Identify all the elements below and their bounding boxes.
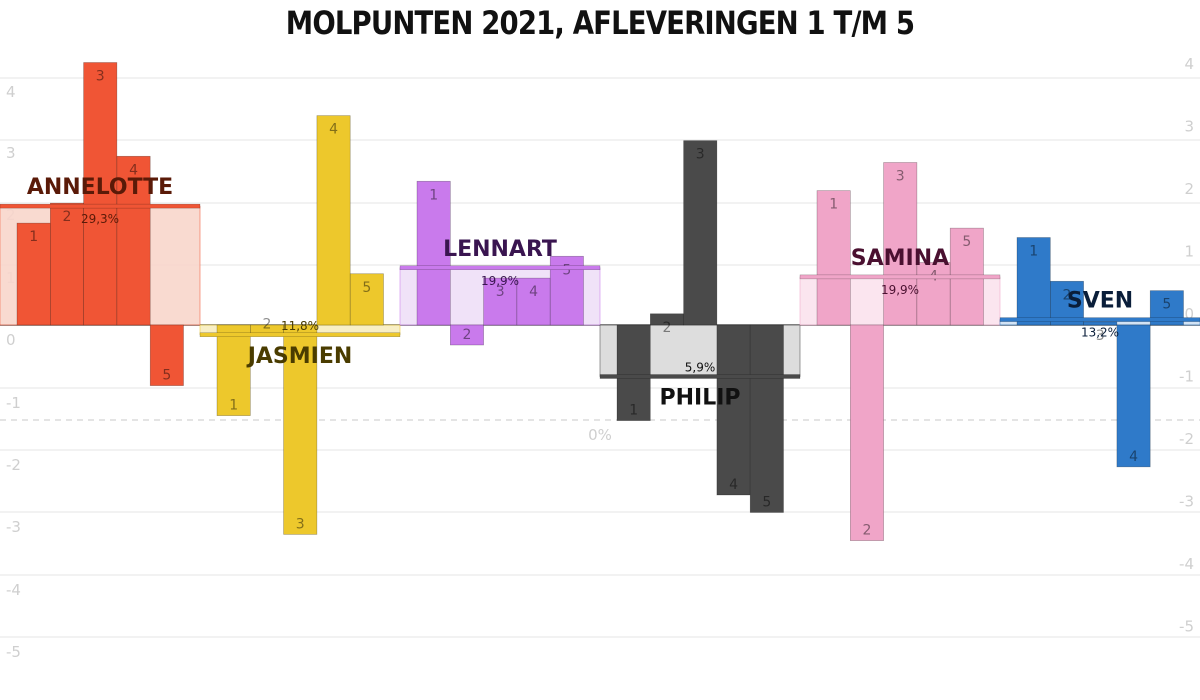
- candidate-percentage: 19,9%: [481, 274, 519, 288]
- bar-episode-label: 1: [1029, 244, 1038, 260]
- bar-episode-label: 2: [1062, 287, 1071, 303]
- left-axis-tick-label: -4: [6, 581, 21, 599]
- right-axis-tick-label: -1: [1179, 368, 1194, 386]
- bar: [1083, 321, 1118, 326]
- bar: [816, 190, 851, 326]
- bar-episode-label: 4: [329, 122, 338, 138]
- zero-percent-label: 0%: [588, 426, 612, 444]
- bar: [716, 324, 751, 496]
- bar-episode-label: 1: [629, 403, 638, 419]
- bar: [483, 277, 518, 326]
- candidate-name: LENNART: [443, 237, 557, 262]
- candidate-name: SVEN: [1067, 289, 1133, 314]
- right-axis-tick-label: -5: [1179, 618, 1194, 636]
- average-line: [999, 317, 1200, 322]
- right-axis-tick-label: 1: [1184, 243, 1194, 261]
- bar-episode-label: 3: [296, 516, 305, 532]
- bar-episode-label: 5: [762, 495, 771, 511]
- left-axis-tick-label: -5: [6, 643, 21, 661]
- bar-episode-label: 3: [496, 284, 505, 300]
- bar: [16, 222, 51, 326]
- bar-episode-label: 3: [96, 69, 105, 85]
- candidate-name: ANNELOTTE: [27, 175, 173, 200]
- candidate-name: SAMINA: [851, 246, 949, 271]
- bar: [116, 155, 151, 326]
- bar: [149, 324, 184, 386]
- bar: [83, 62, 118, 326]
- bar: [449, 324, 484, 346]
- right-axis-tick-label: 3: [1184, 118, 1194, 136]
- candidate-name: JASMIEN: [246, 344, 353, 369]
- bar-episode-label: 5: [162, 368, 171, 384]
- bar: [283, 324, 318, 535]
- bar-episode-label: 2: [462, 327, 471, 343]
- right-axis-tick-label: 4: [1184, 55, 1194, 73]
- bar-episode-label: 4: [1129, 449, 1138, 465]
- right-axis-tick-label: 2: [1184, 180, 1194, 198]
- left-axis-tick-label: -3: [6, 518, 21, 536]
- candidate-percentage: 19,9%: [881, 283, 919, 297]
- bar: [883, 162, 918, 326]
- right-axis-tick-label: -2: [1179, 430, 1194, 448]
- bar-episode-label: 5: [1162, 297, 1171, 313]
- bar-episode-label: 5: [962, 234, 971, 250]
- bar: [416, 180, 451, 326]
- right-axis-tick-label: -4: [1179, 555, 1194, 573]
- left-axis-tick-label: 0: [6, 331, 16, 349]
- bar: [316, 115, 351, 326]
- candidate-percentage: 13,2%: [1081, 326, 1119, 340]
- bar-episode-label: 2: [662, 320, 671, 336]
- candidate-percentage: 5,9%: [685, 361, 716, 375]
- bar-episode-label: 5: [362, 280, 371, 296]
- right-axis-tick-label: 0: [1184, 305, 1194, 323]
- average-line: [199, 332, 401, 337]
- left-axis-tick-label: 4: [6, 83, 16, 101]
- bar-episode-label: 4: [729, 477, 738, 493]
- bar-episode-label: 2: [862, 523, 871, 539]
- bar-episode-label: 5: [562, 262, 571, 278]
- left-axis-tick-label: -2: [6, 456, 21, 474]
- right-axis-tick-label: -3: [1179, 493, 1194, 511]
- bar: [1116, 324, 1151, 468]
- bar-episode-label: 4: [529, 284, 538, 300]
- bar-episode-label: 4: [129, 162, 138, 178]
- average-line: [399, 265, 601, 270]
- candidate-percentage: 29,3%: [81, 212, 119, 226]
- candidate-name: PHILIP: [659, 386, 740, 411]
- candidate-percentage: 11,8%: [281, 319, 319, 333]
- bar-episode-label: 1: [829, 197, 838, 213]
- average-line: [599, 374, 801, 379]
- bar: [216, 324, 251, 416]
- bar-episode-label: 1: [229, 398, 238, 414]
- bar-episode-label: 3: [1096, 328, 1105, 344]
- bar-episode-label: 3: [696, 147, 705, 163]
- bar-episode-label: 3: [896, 169, 905, 185]
- bar: [683, 140, 718, 326]
- left-axis-tick-label: -1: [6, 394, 21, 412]
- bar: [49, 202, 84, 326]
- average-line: [799, 274, 1001, 280]
- bar-episode-label: 1: [29, 229, 38, 245]
- bar: [349, 273, 384, 326]
- left-axis-tick-label: 3: [6, 144, 16, 162]
- bar-episode-label: 1: [429, 187, 438, 203]
- bar: [849, 324, 884, 541]
- chart-title: MOLPUNTEN 2021, AFLEVERINGEN 1 T/M 5: [285, 4, 915, 42]
- bar: [916, 262, 951, 326]
- bar-episode-label: 2: [262, 316, 271, 332]
- bar: [616, 324, 651, 421]
- bar-episode-label: 2: [62, 209, 71, 225]
- average-line: [0, 203, 201, 209]
- bar: [749, 324, 784, 513]
